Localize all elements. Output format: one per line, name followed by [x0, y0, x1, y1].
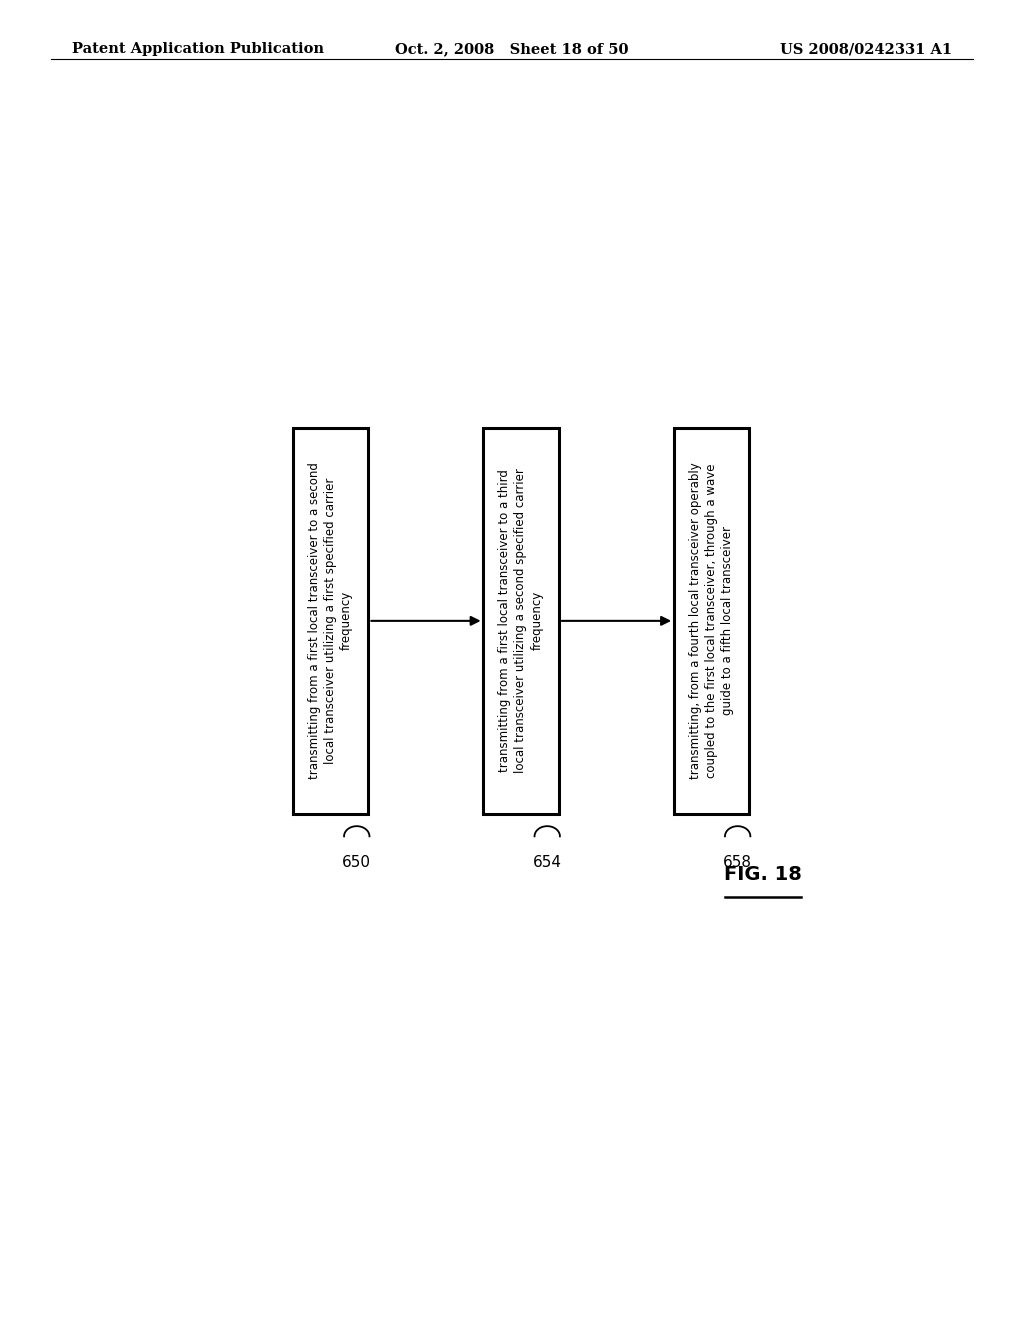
Text: 658: 658: [723, 854, 753, 870]
Text: 650: 650: [342, 854, 372, 870]
Bar: [483, 428, 558, 814]
Bar: [293, 428, 368, 814]
Bar: [674, 428, 749, 814]
Text: Oct. 2, 2008   Sheet 18 of 50: Oct. 2, 2008 Sheet 18 of 50: [395, 42, 629, 57]
Text: transmitting, from a fourth local transceiver operably
coupled to the first loca: transmitting, from a fourth local transc…: [689, 462, 734, 779]
Text: transmitting from a first local transceiver to a second
local transceiver utiliz: transmitting from a first local transcei…: [308, 462, 353, 779]
Text: US 2008/0242331 A1: US 2008/0242331 A1: [780, 42, 952, 57]
Text: FIG. 18: FIG. 18: [724, 866, 802, 884]
Text: Patent Application Publication: Patent Application Publication: [72, 42, 324, 57]
Text: transmitting from a first local transceiver to a third
local transceiver utilizi: transmitting from a first local transcei…: [499, 469, 544, 774]
Text: 654: 654: [532, 854, 562, 870]
